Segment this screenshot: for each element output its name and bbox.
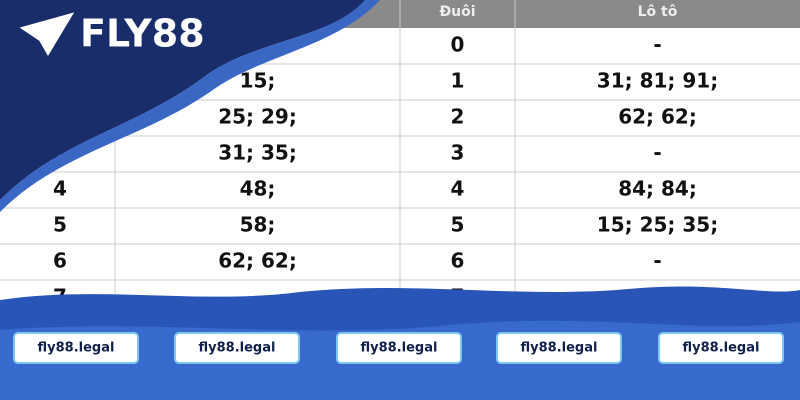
- table-cell: 4: [451, 177, 465, 201]
- table-cell: 62; 62;: [218, 249, 297, 273]
- badge-box: [336, 332, 462, 364]
- table-cell: 4: [53, 177, 67, 201]
- brand-wave-edge: [0, 0, 380, 212]
- badge-text: fly88.legal: [683, 341, 760, 356]
- table-cell: 62; 62;: [618, 105, 697, 129]
- table-cell: 84; 84;: [618, 177, 697, 201]
- badge-box: [658, 332, 784, 364]
- brand-wave: [0, 0, 365, 200]
- table-cell: 15; 25; 35;: [597, 213, 718, 237]
- table-cell: -: [653, 33, 661, 57]
- table-cell: 6: [53, 249, 67, 273]
- table-cell: -: [653, 141, 661, 165]
- table-header-cell: Lô tô: [638, 4, 678, 20]
- table-cell: -: [653, 249, 661, 273]
- table-cells: 0 - 15; 1 31; 81; 91; 25; 29; 2 62; 62; 3 31; 35;…: [53, 4, 718, 309]
- table-cell: 3: [451, 141, 465, 165]
- logo-text: FLY88: [80, 12, 205, 56]
- table-cell: 1: [451, 69, 465, 93]
- table-cell: 6: [451, 249, 465, 273]
- table-cell: 5: [53, 213, 67, 237]
- table-cell: 58;: [240, 213, 276, 237]
- table-cell: 48;: [240, 177, 276, 201]
- badge-box: [13, 332, 139, 364]
- table-cell: 0: [451, 33, 465, 57]
- logo-icon: [19, 12, 75, 56]
- table-cell: 2: [451, 105, 465, 129]
- badge-box: [496, 332, 622, 364]
- badge-text: fly88.legal: [38, 341, 115, 356]
- table-header-cell: Đuôi: [439, 4, 475, 20]
- table-cell: 25; 29;: [218, 105, 297, 129]
- table-cell: 31; 81; 91;: [597, 69, 718, 93]
- badge-text: fly88.legal: [199, 341, 276, 356]
- badge-box: [174, 332, 300, 364]
- badge-text: fly88.legal: [361, 341, 438, 356]
- table-cell: 31; 35;: [218, 141, 297, 165]
- table-cell: 15;: [240, 69, 276, 93]
- table-cell: 5: [451, 213, 465, 237]
- badge-text: fly88.legal: [521, 341, 598, 356]
- badges: fly88.legal fly88.legal fly88.legal fly88.l…: [13, 332, 784, 364]
